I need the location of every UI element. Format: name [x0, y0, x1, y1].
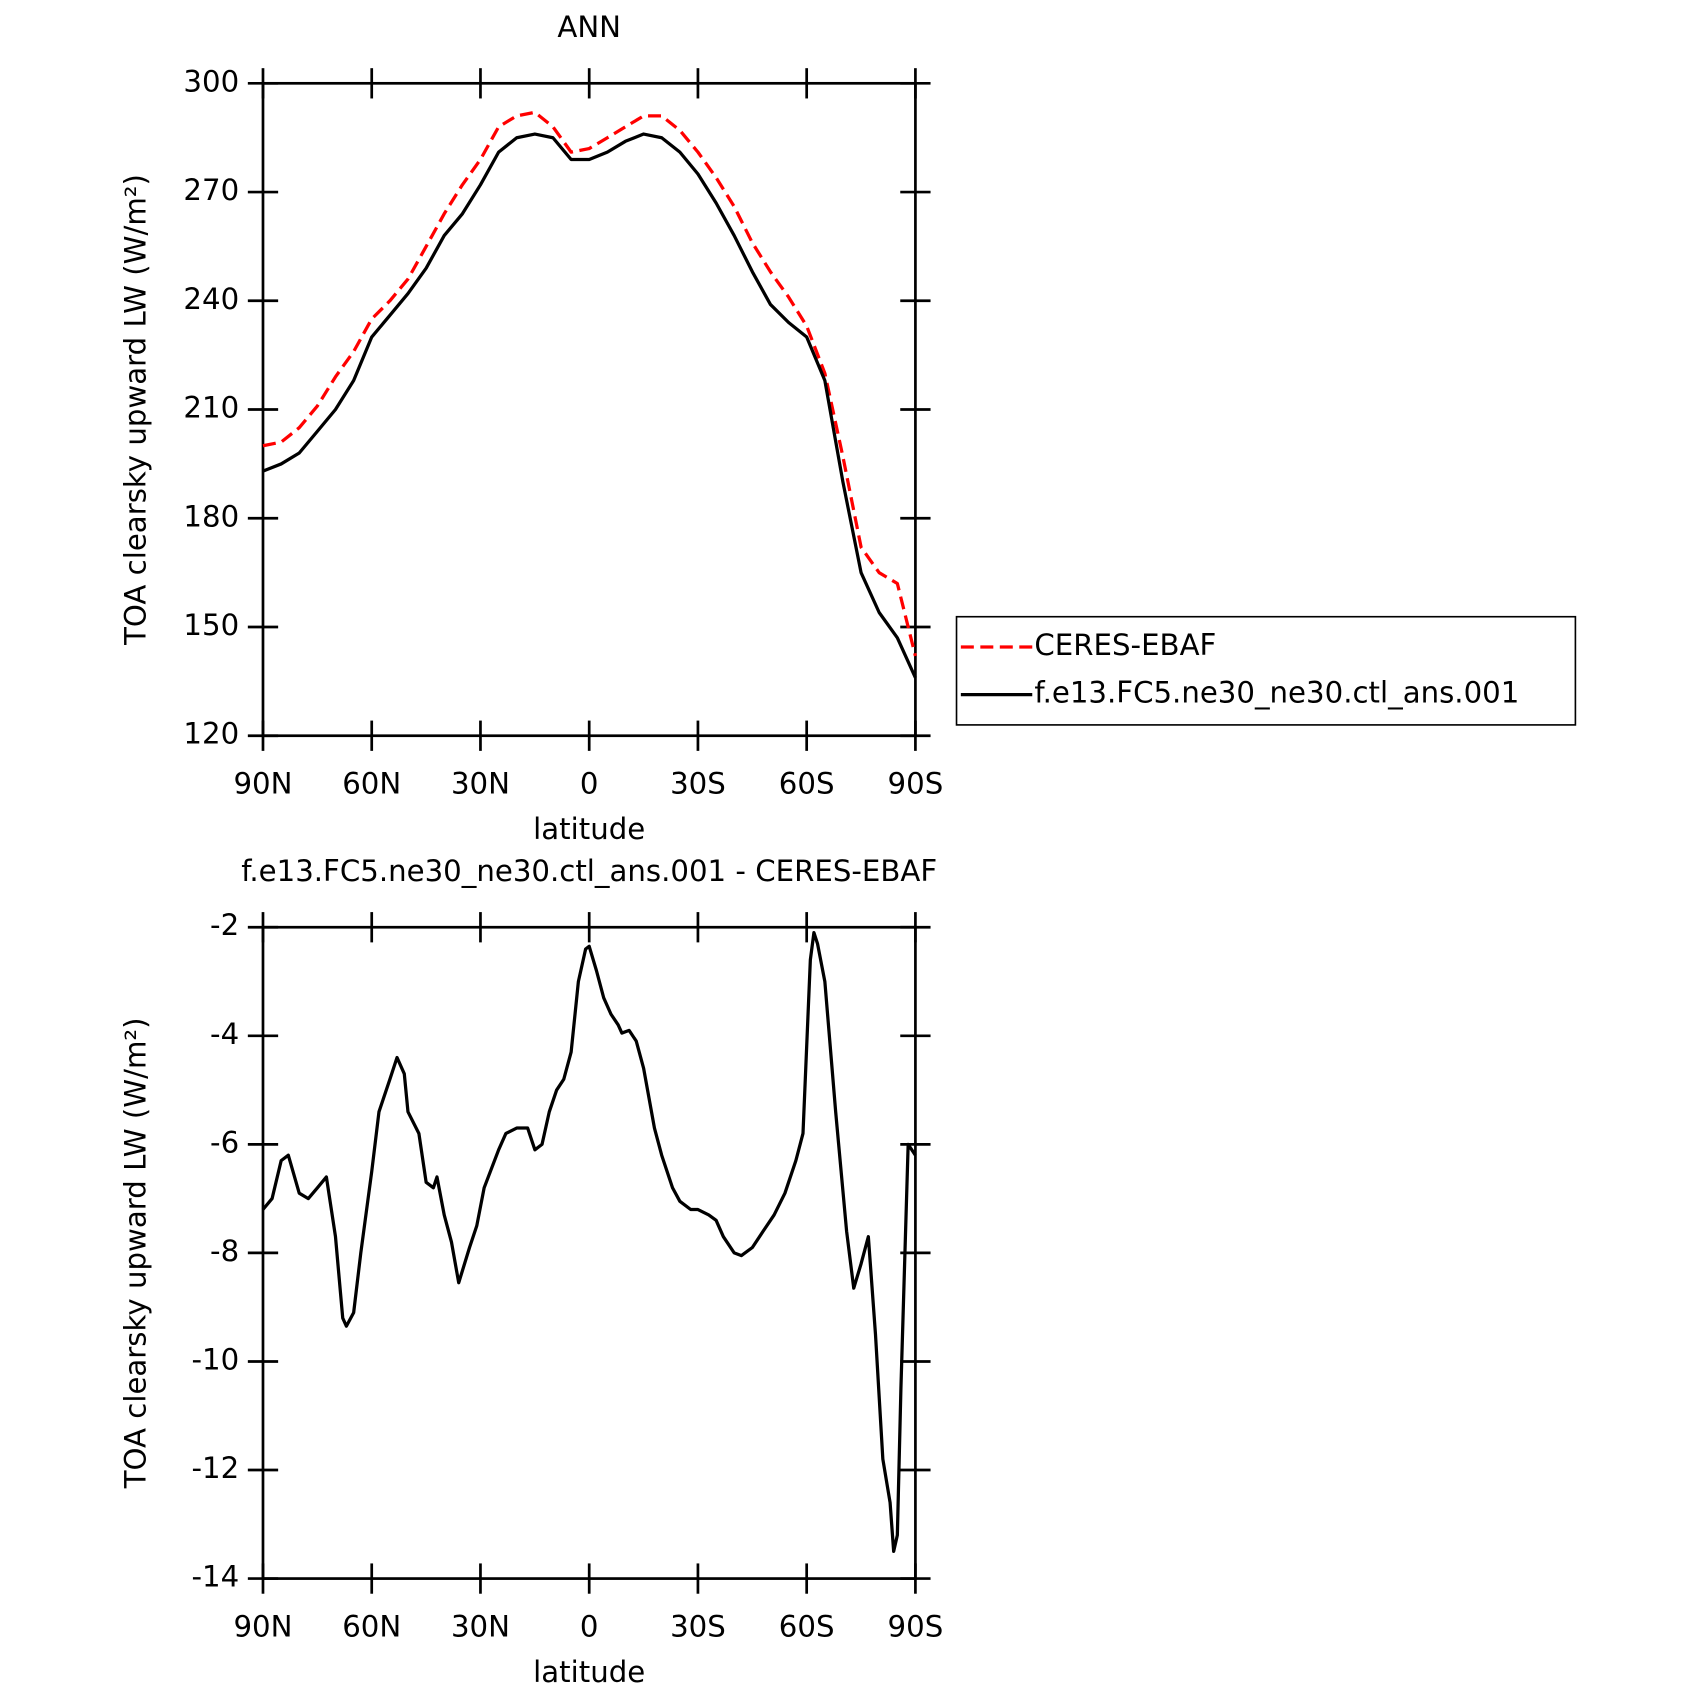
data-line	[262, 132, 917, 679]
data-line	[262, 110, 917, 657]
x-tick-label: 30N	[451, 767, 510, 801]
legend-label: f.e13.FC5.ne30_ne30.ctl_ans.001	[1034, 676, 1519, 710]
y-axis-label: TOA clearsky upward LW (W/m²)	[118, 174, 152, 646]
y-axis-label: TOA clearsky upward LW (W/m²)	[118, 1017, 152, 1489]
plot-frame	[261, 81, 917, 738]
x-tick-label: 90N	[233, 1609, 292, 1643]
x-axis-label: latitude	[533, 1655, 645, 1689]
y-tick-label: 240	[183, 282, 239, 316]
y-tick-label: 120	[183, 717, 239, 751]
y-tick-label: 300	[183, 64, 239, 98]
y-tick-label: -12	[191, 1451, 239, 1485]
chart-panel: ANN 120 150 180 210 240 270 300 90N 60N 30N 0 30S 60S…	[118, 10, 1577, 846]
x-tick-label: 60S	[779, 1609, 835, 1643]
y-tick-label: 210	[183, 391, 239, 425]
x-tick-label: 90N	[233, 767, 292, 801]
x-tick-label: 60N	[342, 1609, 401, 1643]
x-tick-label: 0	[580, 767, 599, 801]
y-tick-label: -4	[210, 1017, 239, 1051]
x-tick-label: 30N	[451, 1609, 510, 1643]
x-tick-label: 90S	[888, 1609, 944, 1643]
legend-label: CERES-EBAF	[1034, 628, 1216, 662]
y-tick-label: -10	[191, 1342, 239, 1376]
x-tick-label: 60N	[342, 767, 401, 801]
x-tick-label: 90S	[888, 767, 944, 801]
y-tick-label: -14	[191, 1560, 239, 1594]
y-tick-label: 270	[183, 173, 239, 207]
x-tick-label: 0	[580, 1609, 599, 1643]
y-tick-label: -8	[210, 1234, 239, 1268]
chart-panel: f.e13.FC5.ne30_ne30.ctl_ans.001 - CERES-…	[118, 854, 943, 1689]
x-tick-label: 30S	[670, 1609, 726, 1643]
x-axis-label: latitude	[533, 812, 645, 846]
y-tick-label: 180	[183, 499, 239, 533]
x-tick-label: 30S	[670, 767, 726, 801]
y-tick-label: -6	[210, 1125, 239, 1159]
x-tick-label: 60S	[779, 767, 835, 801]
y-tick-label: 150	[183, 608, 239, 642]
chart-title: f.e13.FC5.ne30_ne30.ctl_ans.001 - CERES-…	[241, 854, 937, 888]
data-line	[261, 931, 917, 1554]
legend-box	[955, 615, 1577, 726]
y-tick-label: -2	[210, 908, 239, 942]
chart-title: ANN	[557, 10, 621, 44]
